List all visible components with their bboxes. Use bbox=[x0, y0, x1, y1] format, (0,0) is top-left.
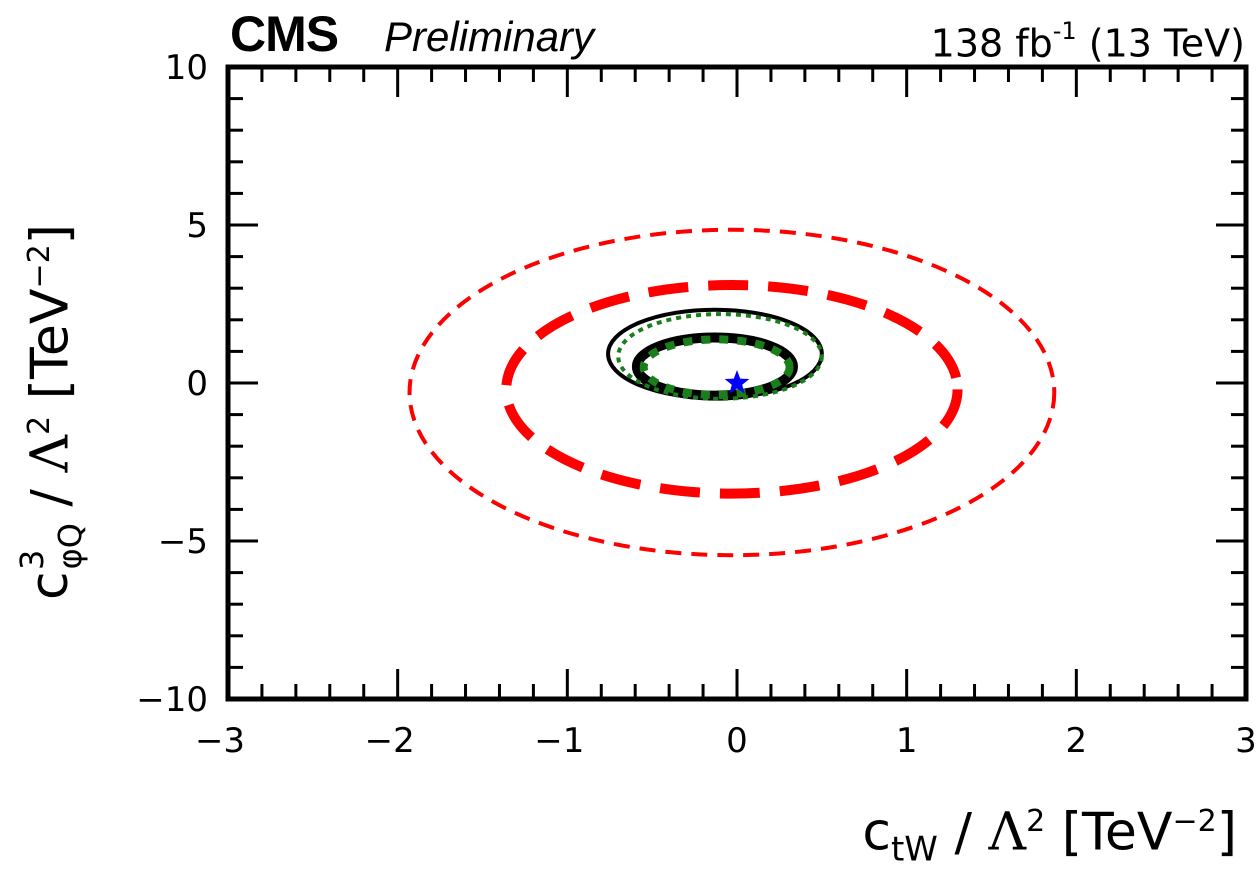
x-label-unit-exp: −2 bbox=[1172, 804, 1217, 839]
y-label-lambda-exp: 2 bbox=[22, 415, 57, 435]
y-tick-label: −5 bbox=[158, 522, 208, 562]
best-fit-star-marker bbox=[724, 370, 750, 394]
luminosity-label: 138 fb-1 (13 TeV) bbox=[931, 8, 1245, 71]
y-label-lambda: Λ bbox=[20, 434, 81, 473]
red-outer-contour bbox=[407, 227, 1057, 558]
x-tick-label: 3 bbox=[1235, 721, 1257, 761]
contours-layer bbox=[407, 227, 1057, 558]
x-tick-label: −1 bbox=[534, 721, 584, 761]
ticks-layer bbox=[226, 65, 1248, 701]
experiment-label: CMS bbox=[230, 6, 339, 62]
y-tick-label: −10 bbox=[136, 680, 208, 720]
x-label-sub: tW bbox=[890, 829, 938, 870]
y-label-unit-close: ] bbox=[20, 224, 81, 245]
green-inner-contour bbox=[639, 335, 794, 400]
y-label-unit-exp: −2 bbox=[22, 244, 57, 289]
y-label-c-group: c 3 φQ bbox=[10, 523, 96, 600]
x-label-lambda-exp: 2 bbox=[1026, 804, 1046, 839]
luminosity-exponent: -1 bbox=[1052, 17, 1077, 45]
red-inner-contour bbox=[501, 280, 963, 499]
x-tick-label: 0 bbox=[726, 721, 748, 761]
best-fit-layer bbox=[724, 370, 750, 394]
y-label-slash: / bbox=[20, 489, 81, 507]
y-axis-label: c 3 φQ / Λ2 [TeV−2] bbox=[0, 224, 96, 600]
x-label-c: c bbox=[862, 802, 891, 863]
x-label-slash: / bbox=[954, 802, 972, 863]
x-label-lambda: Λ bbox=[988, 802, 1027, 863]
y-label-sub: φQ bbox=[51, 523, 90, 570]
status-label: Preliminary bbox=[384, 13, 595, 60]
x-tick-label: 1 bbox=[896, 721, 918, 761]
y-tick-label: 5 bbox=[186, 206, 208, 246]
y-axis-label-wrapper: c 3 φQ / Λ2 [TeV−2] bbox=[0, 0, 90, 600]
x-tick-label: −2 bbox=[365, 721, 415, 761]
x-tick-label: −3 bbox=[195, 721, 245, 761]
y-tick-label: 10 bbox=[165, 48, 208, 88]
x-label-unit: [TeV bbox=[1061, 802, 1173, 863]
luminosity-value: 138 fb bbox=[930, 21, 1053, 66]
y-tick-label: 0 bbox=[186, 364, 208, 404]
x-axis-label: ctW / Λ2 [TeV−2] bbox=[862, 782, 1237, 890]
y-label-c: c bbox=[20, 571, 81, 600]
x-label-unit-close: ] bbox=[1216, 802, 1237, 863]
y-label-unit: [TeV bbox=[20, 288, 81, 400]
energy-value: (13 TeV) bbox=[1088, 21, 1245, 66]
black-inner-contour bbox=[631, 332, 798, 401]
x-tick-label: 2 bbox=[1066, 721, 1088, 761]
green-outer-contour bbox=[616, 312, 824, 401]
